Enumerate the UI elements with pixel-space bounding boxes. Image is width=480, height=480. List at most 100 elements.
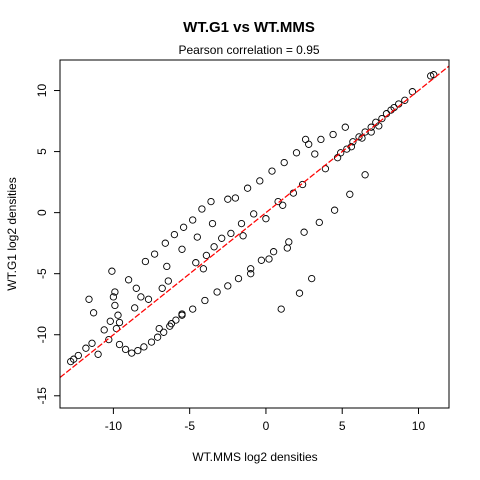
- data-point: [207, 197, 215, 206]
- data-point: [201, 296, 209, 305]
- x-tick-label: 5: [339, 419, 346, 433]
- data-point: [300, 228, 308, 236]
- data-point: [283, 244, 291, 252]
- y-tick-label: -10: [35, 326, 49, 344]
- data-point: [262, 215, 270, 223]
- data-point: [167, 320, 176, 328]
- data-point: [153, 333, 162, 341]
- data-point: [208, 219, 217, 228]
- data-point: [367, 128, 375, 136]
- data-point: [343, 145, 351, 153]
- data-point: [189, 305, 197, 313]
- data-point: [140, 343, 148, 351]
- data-point: [247, 265, 255, 273]
- x-tick-label: -5: [184, 419, 195, 433]
- data-point: [378, 114, 386, 123]
- chart-subtitle: Pearson correlation = 0.95: [178, 43, 319, 57]
- data-point: [427, 72, 435, 80]
- data-point: [330, 206, 339, 214]
- data-point: [256, 177, 264, 185]
- data-point: [163, 262, 171, 271]
- data-point: [279, 201, 287, 209]
- plot-frame: [59, 59, 450, 409]
- data-point: [227, 229, 235, 238]
- data-point: [218, 234, 226, 242]
- data-point: [124, 276, 133, 284]
- data-point: [268, 167, 276, 175]
- data-point: [108, 267, 116, 275]
- y-axis-label: WT.G1 log2 densities: [5, 177, 19, 290]
- y-tick-label: -15: [35, 387, 49, 405]
- data-point: [172, 316, 180, 324]
- data-point: [247, 270, 255, 278]
- data-point: [329, 130, 337, 139]
- data-point: [349, 138, 357, 146]
- data-point: [128, 349, 136, 357]
- data-point: [295, 289, 304, 297]
- data-point: [74, 351, 82, 360]
- data-point: [141, 257, 150, 266]
- x-tick-label: 10: [412, 419, 426, 433]
- data-point: [137, 293, 145, 301]
- x-axis: -10 -5 0 5 10: [105, 408, 426, 433]
- data-point: [132, 284, 140, 292]
- data-point: [179, 223, 188, 231]
- data-point: [89, 309, 98, 317]
- data-point: [160, 328, 168, 336]
- data-point: [250, 210, 258, 218]
- data-point: [292, 149, 301, 157]
- data-point: [265, 255, 273, 263]
- fit-line: [60, 65, 449, 378]
- data-point: [213, 288, 221, 296]
- data-point: [333, 154, 342, 162]
- data-point: [189, 216, 197, 224]
- data-point: [199, 265, 208, 273]
- data-point: [115, 318, 124, 327]
- data-point: [269, 248, 278, 256]
- data-point: [111, 301, 119, 310]
- data-point: [401, 96, 409, 104]
- data-point: [114, 311, 122, 319]
- data-point: [298, 180, 307, 189]
- data-point: [317, 135, 325, 144]
- data-point: [121, 345, 130, 354]
- data-point: [341, 123, 349, 131]
- data-point: [155, 324, 163, 333]
- data-point: [193, 233, 201, 241]
- data-point: [70, 355, 78, 363]
- data-point: [277, 305, 285, 313]
- data-point: [358, 134, 366, 142]
- data-point: [82, 344, 90, 352]
- y-tick-label: -5: [35, 268, 49, 279]
- x-axis-label: WT.MMS log2 densities: [192, 450, 317, 464]
- data-point: [111, 288, 119, 296]
- data-point: [178, 245, 186, 253]
- data-point: [94, 350, 102, 358]
- data-point: [210, 243, 218, 251]
- data-point: [280, 158, 288, 167]
- data-point: [85, 295, 93, 303]
- x-tick-label: -10: [105, 419, 123, 433]
- data-point: [311, 150, 319, 158]
- data-point: [161, 239, 169, 247]
- data-point: [234, 274, 243, 283]
- data-point: [367, 123, 375, 131]
- fit-layer: [60, 65, 449, 378]
- data-point: [105, 335, 113, 344]
- data-point: [301, 135, 310, 144]
- data-point: [147, 338, 156, 346]
- data-point: [224, 195, 232, 203]
- y-tick-label: 0: [35, 209, 49, 216]
- data-point: [237, 219, 246, 228]
- data-point: [202, 251, 211, 260]
- data-point: [257, 256, 266, 264]
- data-point: [106, 317, 114, 325]
- data-point: [131, 304, 139, 312]
- data-point: [115, 340, 124, 349]
- data-point: [144, 295, 153, 303]
- data-point: [285, 238, 293, 246]
- chart-title: WT.G1 vs WT.MMS: [183, 19, 315, 36]
- y-axis: -15 -10 -5 0 5 10: [35, 84, 60, 405]
- data-point: [361, 171, 369, 179]
